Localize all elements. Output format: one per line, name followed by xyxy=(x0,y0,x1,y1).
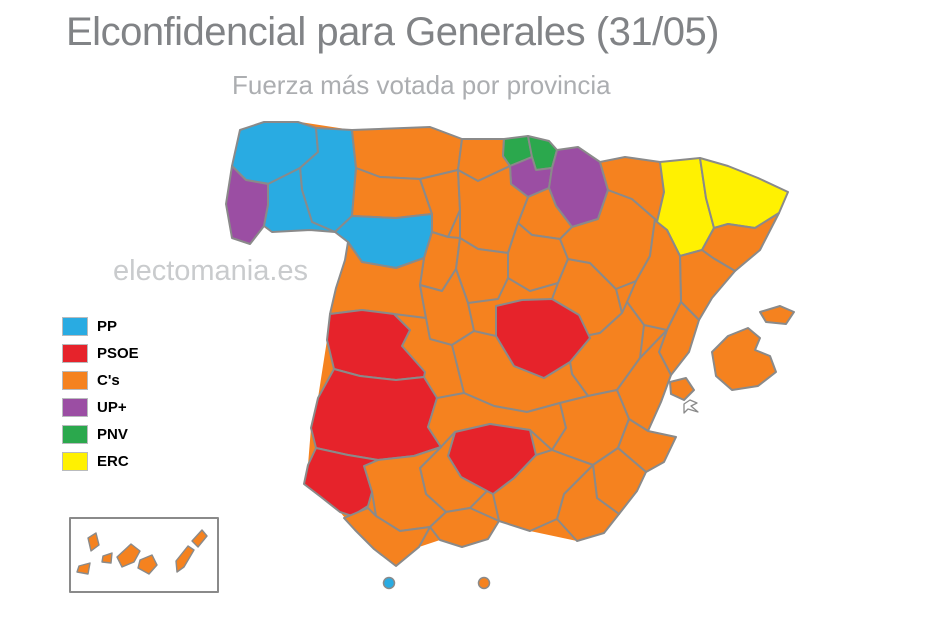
legend-item-erc: ERC xyxy=(62,452,139,471)
province-cadiz xyxy=(343,507,431,567)
legend-label-erc: ERC xyxy=(97,453,129,470)
province-formentera xyxy=(683,399,699,414)
legend-item-pnv: PNV xyxy=(62,425,139,444)
province-mallorca xyxy=(711,327,777,391)
legend-swatch-pp xyxy=(62,317,88,336)
legend-swatch-cs xyxy=(62,371,88,390)
provinces-group xyxy=(69,121,795,593)
legend: PP PSOE C's UP+ PNV ERC xyxy=(62,317,139,479)
province-la-palma xyxy=(87,532,100,552)
province-ibiza xyxy=(669,377,695,401)
province-madrid xyxy=(495,298,591,379)
legend-item-cs: C's xyxy=(62,371,139,390)
province-salamanca xyxy=(329,241,427,319)
province-asturias xyxy=(351,126,463,180)
canary-inset-box xyxy=(69,517,219,593)
province-fuerteventura xyxy=(175,545,195,573)
legend-label-cs: C's xyxy=(97,372,120,389)
page-subtitle: Fuerza más votada por provincia xyxy=(232,70,611,100)
legend-label-up: UP+ xyxy=(97,399,127,416)
legend-swatch-erc xyxy=(62,452,88,471)
province-tenerife xyxy=(116,543,141,568)
legend-swatch-up xyxy=(62,398,88,417)
legend-swatch-pnv xyxy=(62,425,88,444)
province-lanzarote xyxy=(191,529,208,548)
legend-item-psoe: PSOE xyxy=(62,344,139,363)
province-caceres xyxy=(326,309,426,381)
province-gran-canaria xyxy=(137,554,158,575)
province-ceuta xyxy=(382,576,396,590)
watermark: electomania.es xyxy=(113,255,309,287)
province-menorca xyxy=(759,305,795,325)
legend-label-pp: PP xyxy=(97,318,118,335)
legend-swatch-psoe xyxy=(62,344,88,363)
province-el-hierro xyxy=(76,562,91,575)
province-malaga xyxy=(429,507,500,548)
province-la-gomera xyxy=(101,552,113,564)
legend-label-psoe: PSOE xyxy=(97,345,139,362)
province-melilla xyxy=(477,576,491,590)
legend-item-up: UP+ xyxy=(62,398,139,417)
province-badajoz xyxy=(310,368,442,461)
page-title: Elconfidencial para Generales (31/05) xyxy=(66,10,720,54)
province-huelva xyxy=(303,447,379,517)
legend-label-pnv: PNV xyxy=(97,426,128,443)
legend-item-pp: PP xyxy=(62,317,139,336)
province-ourense xyxy=(263,167,336,233)
